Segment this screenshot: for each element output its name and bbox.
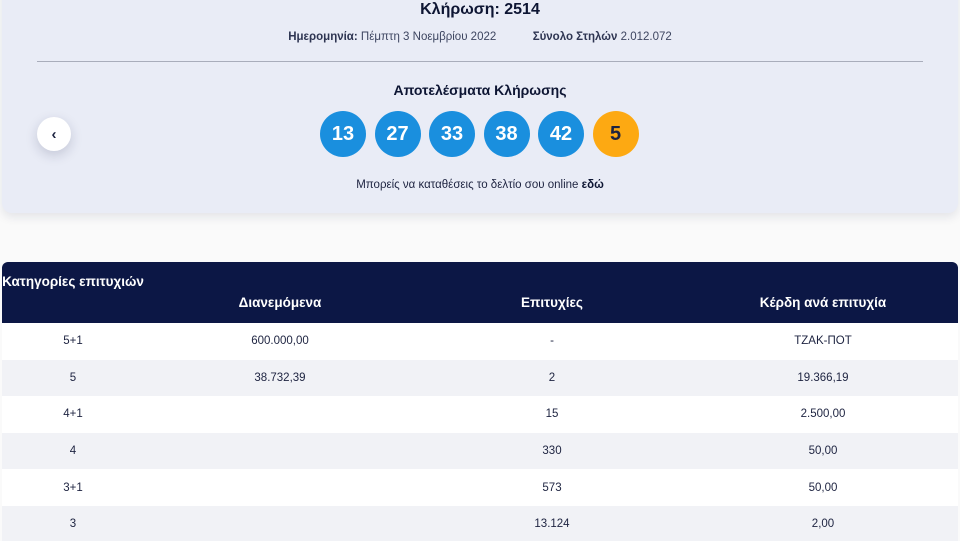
prize-table: Κατηγορίες επιτυχιών Διανεμόμενα Επιτυχί…: [2, 262, 958, 541]
prize-cell: 50,00: [808, 445, 838, 458]
table-row: 5 38.732,39 2 19.366,19: [2, 359, 958, 397]
table-header-row: Κατηγορίες επιτυχιών Διανεμόμενα Επιτυχί…: [2, 262, 958, 323]
divider: [37, 61, 923, 62]
winners-cell: 13.124: [534, 518, 570, 531]
table-row: 4 330 50,00: [2, 432, 958, 470]
distributed-cell: [144, 433, 416, 470]
winners-cell: 2: [548, 371, 556, 384]
online-here-link[interactable]: εδώ: [581, 179, 604, 191]
table-row: 5+1 600.000,00 - ΤΖΑΚ-ΠΟΤ: [2, 323, 958, 360]
winning-numbers: 13 27 33 38 42 5: [320, 111, 639, 157]
draw-results-card: [2, 0, 958, 213]
winners-cell: -: [550, 335, 554, 348]
columns-label: Σύνολο Στηλών: [532, 31, 618, 43]
prize-cell: 2.500,00: [800, 408, 846, 421]
category-cell: 5: [69, 371, 77, 384]
distributed-cell: [144, 396, 416, 433]
joker-ball: 5: [592, 111, 639, 157]
prize-cell: ΤΖΑΚ-ΠΟΤ: [794, 335, 852, 348]
winners-cell: 573: [542, 481, 562, 494]
table-row: 4+1 15 2.500,00: [2, 396, 958, 433]
draw-title: Κλήρωση: 2514: [420, 1, 540, 18]
category-cell: 3+1: [63, 481, 83, 494]
winners-cell: 330: [542, 445, 562, 458]
number-ball: 42: [538, 111, 584, 157]
number-ball: 27: [374, 111, 421, 157]
table-row: 3 13.124 2,00: [2, 505, 958, 541]
distributed-cell: [144, 469, 416, 506]
category-cell: 3: [69, 518, 77, 531]
draw-meta: Ημερομηνία: Πέμπτη 3 Νοεμβρίου 2022 Σύνο…: [0, 31, 960, 43]
date-label: Ημερομηνία:: [288, 31, 358, 43]
chevron-left-icon: ‹: [51, 125, 57, 143]
distributed-cell: [144, 506, 416, 541]
header-categories: Κατηγορίες επιτυχιών: [2, 274, 144, 289]
previous-draw-button[interactable]: ‹: [37, 117, 71, 151]
prize-cell: 2,00: [811, 518, 835, 531]
distributed-cell: 600.000,00: [251, 335, 309, 348]
prize-cell: 50,00: [808, 481, 838, 494]
online-betting-note: Μπορείς να καταθέσεις το δελτίο σου onli…: [0, 179, 960, 191]
number-ball: 33: [429, 111, 475, 157]
winners-cell: 15: [545, 408, 559, 421]
distributed-cell: 38.732,39: [254, 371, 306, 384]
header-prize-per-winner: Κέρδη ανά επιτυχία: [759, 295, 887, 310]
header-distributed: Διανεμόμενα: [238, 295, 322, 310]
columns-value: 2.012.072: [620, 31, 672, 43]
number-ball: 38: [483, 111, 530, 157]
table-row: 3+1 573 50,00: [2, 469, 958, 506]
category-cell: 5+1: [63, 335, 83, 348]
online-text: Μπορείς να καταθέσεις το δελτίο σου onli…: [356, 179, 579, 191]
category-cell: 4+1: [63, 408, 83, 421]
results-heading: Αποτελέσματα Κλήρωσης: [393, 82, 567, 98]
number-ball: 13: [320, 111, 366, 157]
date-value: Πέμπτη 3 Νοεμβρίου 2022: [360, 31, 497, 43]
header-winners: Επιτυχίες: [521, 295, 583, 310]
category-cell: 4: [69, 445, 77, 458]
prize-cell: 19.366,19: [797, 371, 849, 384]
